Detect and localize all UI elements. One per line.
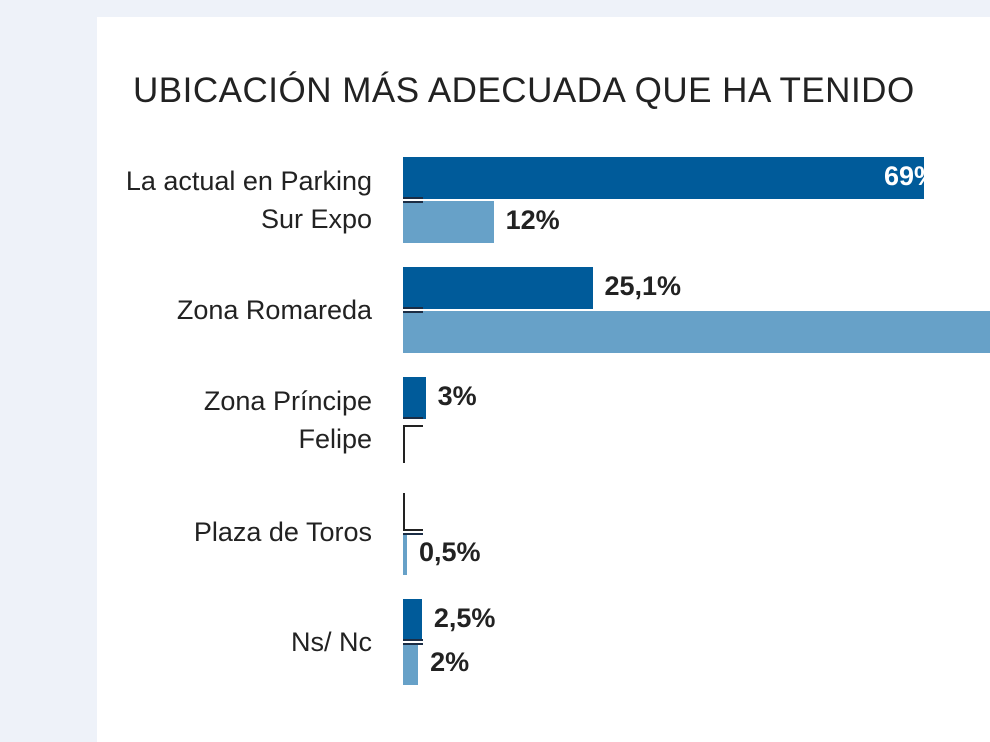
bar: [403, 643, 419, 685]
zero-marker: [403, 529, 423, 531]
data-label: 2,5%: [433, 603, 496, 633]
zero-marker: [403, 493, 405, 531]
zero-marker: [403, 425, 423, 427]
bar-base-tick: [403, 197, 423, 199]
bar: [403, 157, 924, 199]
data-label: 2%: [430, 647, 470, 677]
category-label: Ns/ Nc: [291, 627, 372, 657]
bar: [403, 377, 426, 419]
bar-base-tick: [403, 307, 423, 309]
bar-base-tick: [403, 643, 423, 645]
category-label: La actual en Parking: [125, 166, 372, 196]
category-label: Zona Romareda: [176, 295, 372, 325]
data-label: 3%: [437, 381, 477, 411]
data-label: 12%: [505, 205, 560, 235]
category-label: Felipe: [298, 424, 372, 454]
bar: [403, 533, 407, 575]
bar-base-tick: [403, 533, 423, 535]
bar: [403, 267, 593, 309]
bar: [403, 599, 422, 641]
bar-base-tick: [403, 201, 423, 203]
bar-base-tick: [403, 311, 423, 313]
chart-title: UBICACIÓN MÁS ADECUADA QUE HA TENIDO: [133, 71, 915, 110]
bar-base-tick: [403, 639, 423, 641]
category-label: Sur Expo: [260, 204, 372, 234]
zero-marker: [403, 425, 405, 463]
category-label: Plaza de Toros: [193, 517, 372, 547]
data-label: 0,5%: [419, 537, 481, 567]
bar: [403, 201, 494, 243]
bar-base-tick: [403, 417, 423, 419]
data-label: 25,1%: [604, 271, 682, 301]
category-label: Zona Príncipe: [203, 386, 372, 416]
data-label: 69%: [883, 161, 938, 191]
bar: [403, 311, 990, 353]
chart-card: UBICACIÓN MÁS ADECUADA QUE HA TENIDO La …: [97, 17, 990, 742]
